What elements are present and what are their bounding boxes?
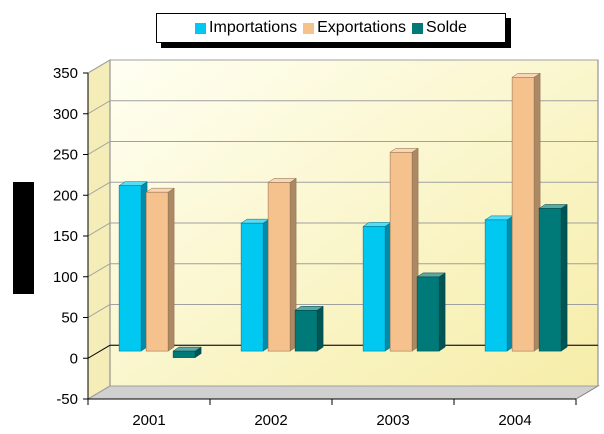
x-tick-label: 2003 (376, 412, 409, 429)
legend-swatch-exportations (303, 22, 315, 34)
bar-importations-2004 (484, 215, 514, 352)
floor (86, 385, 600, 400)
bar-solde-2003 (416, 272, 446, 352)
bar-exportations-2003 (389, 147, 419, 352)
x-tick-label: 2002 (254, 412, 287, 429)
gridline (87, 59, 598, 74)
bar-exportations-2004 (511, 72, 541, 352)
legend-swatch-solde (412, 22, 424, 34)
legend-label-solde: Solde (426, 19, 467, 36)
bar-solde-2001 (172, 346, 202, 359)
legend: Importations Exportations Solde (156, 13, 506, 43)
legend-item-solde: Solde (412, 19, 467, 37)
bar-exportations-2001 (145, 187, 175, 352)
y-tick-label: 350 (53, 65, 78, 82)
gridline (87, 141, 598, 155)
gridline (87, 385, 598, 400)
y-tick-label: 150 (53, 228, 78, 245)
x-tick-label: 2001 (132, 412, 165, 429)
bar-solde-2004 (538, 204, 568, 352)
gridline (87, 181, 598, 196)
legend-label-exportations: Exportations (317, 19, 407, 36)
y-tick-label: 200 (53, 187, 78, 204)
y-tick-label: 50 (61, 310, 78, 327)
y-axis-label-bar (13, 182, 34, 294)
legend-item-importations: Importations (195, 19, 297, 37)
y-tick-label: 300 (53, 106, 78, 123)
bar-exportations-2002 (267, 177, 297, 352)
y-tick-label: -50 (56, 391, 78, 408)
bar-importations-2002 (240, 218, 270, 352)
bar-importations-2001 (118, 181, 148, 352)
y-tick-label: 250 (53, 147, 78, 164)
legend-label-importations: Importations (209, 19, 298, 36)
legend-swatch-importations (195, 22, 207, 34)
legend-item-exportations: Exportations (303, 19, 406, 37)
y-tick-label: 100 (53, 269, 78, 286)
bar-importations-2003 (362, 221, 392, 352)
bar-solde-2002 (294, 305, 324, 352)
gridline (87, 263, 598, 278)
gridline (87, 222, 598, 237)
x-tick-label: 2004 (498, 412, 531, 429)
gridline (87, 100, 598, 115)
y-tick-label: 0 (70, 350, 78, 367)
